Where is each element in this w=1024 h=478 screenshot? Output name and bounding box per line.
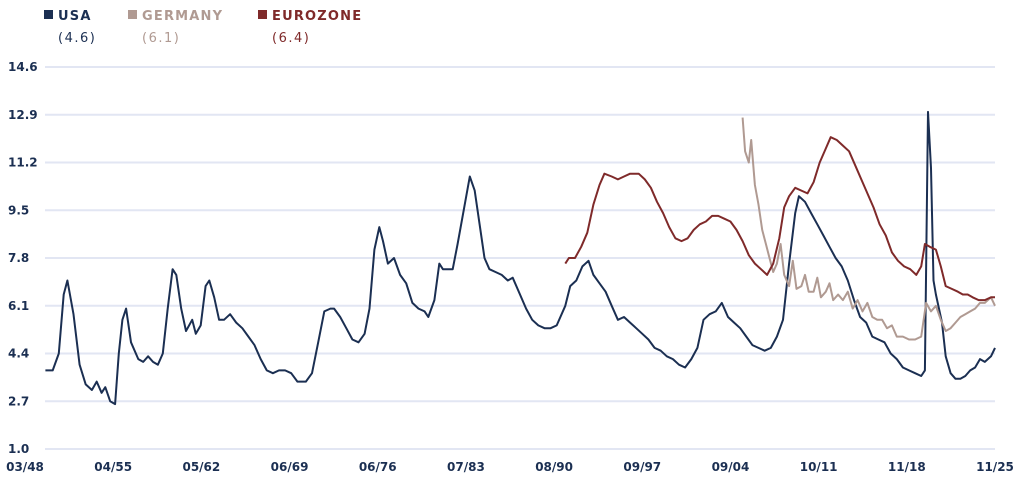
y-tick-label: 7.8 <box>8 251 29 265</box>
x-tick-label: 05/62 <box>182 460 220 474</box>
y-axis-ticks: 1.0 2.7 4.4 6.1 7.8 9.5 11.2 12.9 14.6 <box>8 60 38 456</box>
x-tick-label: 04/55 <box>94 460 132 474</box>
legend-item-germany: GERMANY (6.1) <box>128 9 223 46</box>
y-tick-label: 6.1 <box>8 299 29 313</box>
y-tick-label: 1.0 <box>8 442 29 456</box>
x-tick-label: 06/76 <box>359 460 397 474</box>
legend-latest-value: (6.4) <box>272 31 310 46</box>
legend-latest-value: (4.6) <box>58 31 96 46</box>
legend-label: GERMANY <box>142 9 223 24</box>
x-tick-label: 06/69 <box>271 460 309 474</box>
series-line-eurozone <box>564 136 995 302</box>
x-tick-label: 08/90 <box>535 460 573 474</box>
series-lines <box>45 110 996 406</box>
legend-label: EUROZONE <box>272 9 362 24</box>
x-tick-label: 03/48 <box>6 460 44 474</box>
legend-item-eurozone: EUROZONE (6.4) <box>258 9 362 46</box>
legend-label: USA <box>58 9 92 24</box>
x-tick-label: 09/97 <box>623 460 661 474</box>
series-line-usa <box>45 110 996 406</box>
legend: USA (4.6) GERMANY (6.1) EUROZONE (6.4) <box>44 9 362 46</box>
legend-swatch <box>258 10 267 19</box>
x-axis-ticks: 03/48 04/55 05/62 06/69 06/76 07/83 08/90 09/97… <box>6 460 1014 474</box>
x-tick-label: 10/11 <box>800 460 838 474</box>
gridlines <box>45 66 995 450</box>
x-tick-label: 11/18 <box>888 460 926 474</box>
legend-latest-value: (6.1) <box>142 31 180 46</box>
y-tick-label: 2.7 <box>8 394 29 408</box>
y-tick-label: 14.6 <box>8 60 38 74</box>
y-tick-label: 11.2 <box>8 156 38 170</box>
legend-swatch <box>44 10 53 19</box>
x-tick-label: 07/83 <box>447 460 485 474</box>
legend-item-usa: USA (4.6) <box>44 9 96 46</box>
x-tick-label: 09/04 <box>712 460 750 474</box>
y-tick-label: 4.4 <box>8 347 29 361</box>
y-tick-label: 12.9 <box>8 108 38 122</box>
y-tick-label: 9.5 <box>8 203 29 217</box>
legend-swatch <box>128 10 137 19</box>
x-tick-label: 11/25 <box>976 460 1014 474</box>
series-line-germany <box>741 117 996 341</box>
